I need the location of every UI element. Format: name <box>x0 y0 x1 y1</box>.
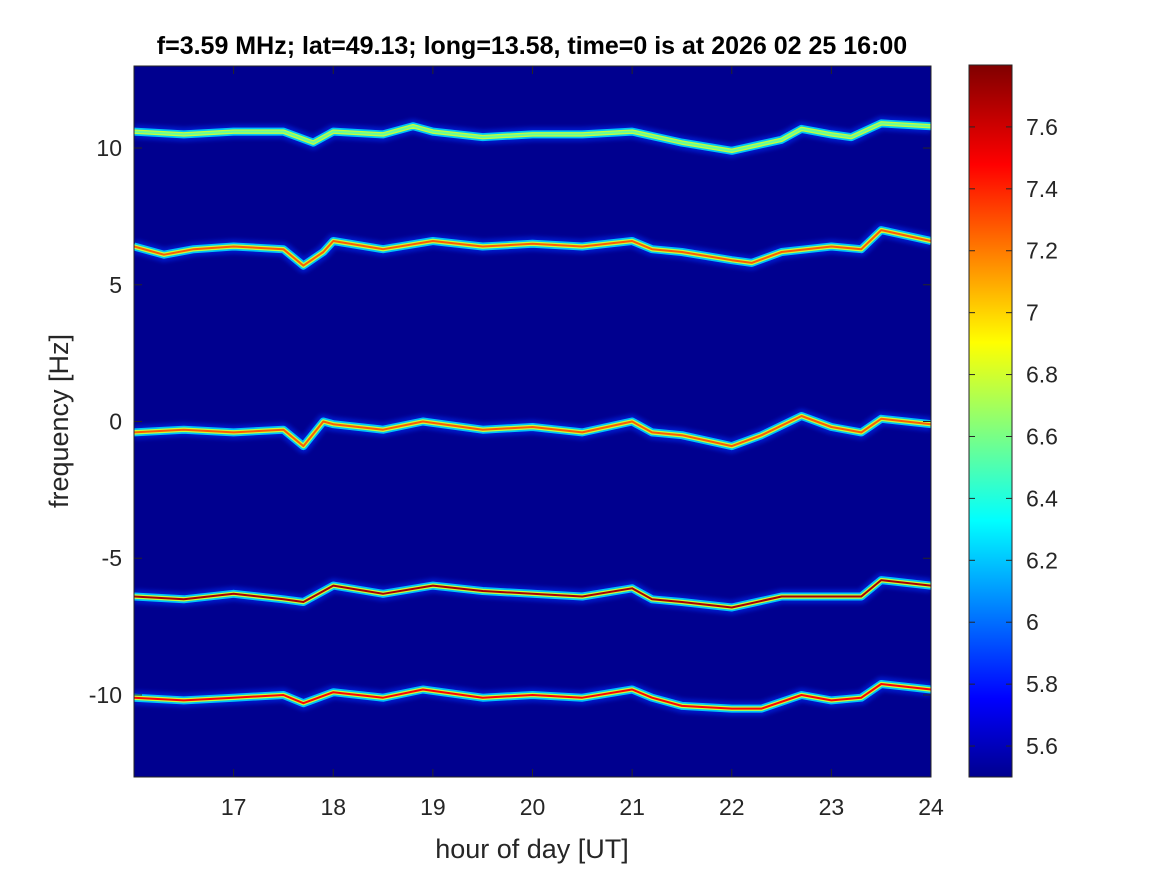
y-tick-label--10: -10 <box>89 682 122 708</box>
colorbar-tick-label-7: 6.2 <box>1026 547 1058 573</box>
chart-title: f=3.59 MHz; lat=49.13; long=13.58, time=… <box>157 32 907 60</box>
x-tick-label-17: 17 <box>221 794 247 820</box>
x-tick-label-18: 18 <box>320 794 346 820</box>
colorbar-tick-label-0: 7.6 <box>1026 114 1058 140</box>
colorbar-tick-label-1: 7.4 <box>1026 176 1058 202</box>
band-core-3 <box>134 579 931 609</box>
x-axis-ticks: 17 18 19 20 21 22 23 24 <box>221 66 944 820</box>
x-tick-label-24: 24 <box>918 794 944 820</box>
colorbar-tick-label-9: 5.8 <box>1026 671 1058 697</box>
y-axis-label: frequency [Hz] <box>44 334 74 508</box>
band-1 <box>134 223 931 273</box>
y-tick-label-10: 10 <box>96 135 122 161</box>
x-axis-label: hour of day [UT] <box>435 834 629 864</box>
colorbar-tick-label-3: 7 <box>1026 300 1039 326</box>
band-0 <box>134 116 931 158</box>
colorbar-tick-label-10: 5.6 <box>1026 733 1058 759</box>
colorbar <box>968 64 1013 778</box>
colorbar-tick-label-8: 6 <box>1026 609 1039 635</box>
x-tick-label-23: 23 <box>819 794 845 820</box>
x-tick-label-20: 20 <box>520 794 546 820</box>
band-2 <box>134 409 931 454</box>
band-3 <box>134 573 931 615</box>
x-tick-label-22: 22 <box>719 794 745 820</box>
x-tick-label-21: 21 <box>619 794 645 820</box>
x-tick-label-19: 19 <box>420 794 446 820</box>
colorbar-tick-label-6: 6.4 <box>1026 485 1058 511</box>
band-4 <box>134 677 931 716</box>
y-tick-label-5: 5 <box>109 272 122 298</box>
band-core-1 <box>134 229 931 267</box>
band-core-0 <box>134 122 931 152</box>
band-core-4 <box>134 683 931 710</box>
y-tick-label--5: -5 <box>102 545 122 571</box>
y-axis-ticks: 10 5 0 -5 -10 <box>89 135 931 708</box>
colorbar-ticks: 7.6 7.4 7.2 7 6.8 6.6 6.4 6.2 6 5.8 5.6 <box>969 114 1058 759</box>
colorbar-tick-label-4: 6.8 <box>1026 362 1058 388</box>
spectral-bands <box>134 116 931 716</box>
colorbar-tick-label-2: 7.2 <box>1026 238 1058 264</box>
y-tick-label-0: 0 <box>109 409 122 435</box>
colorbar-tick-label-5: 6.6 <box>1026 423 1058 449</box>
band-core-2 <box>134 415 931 448</box>
